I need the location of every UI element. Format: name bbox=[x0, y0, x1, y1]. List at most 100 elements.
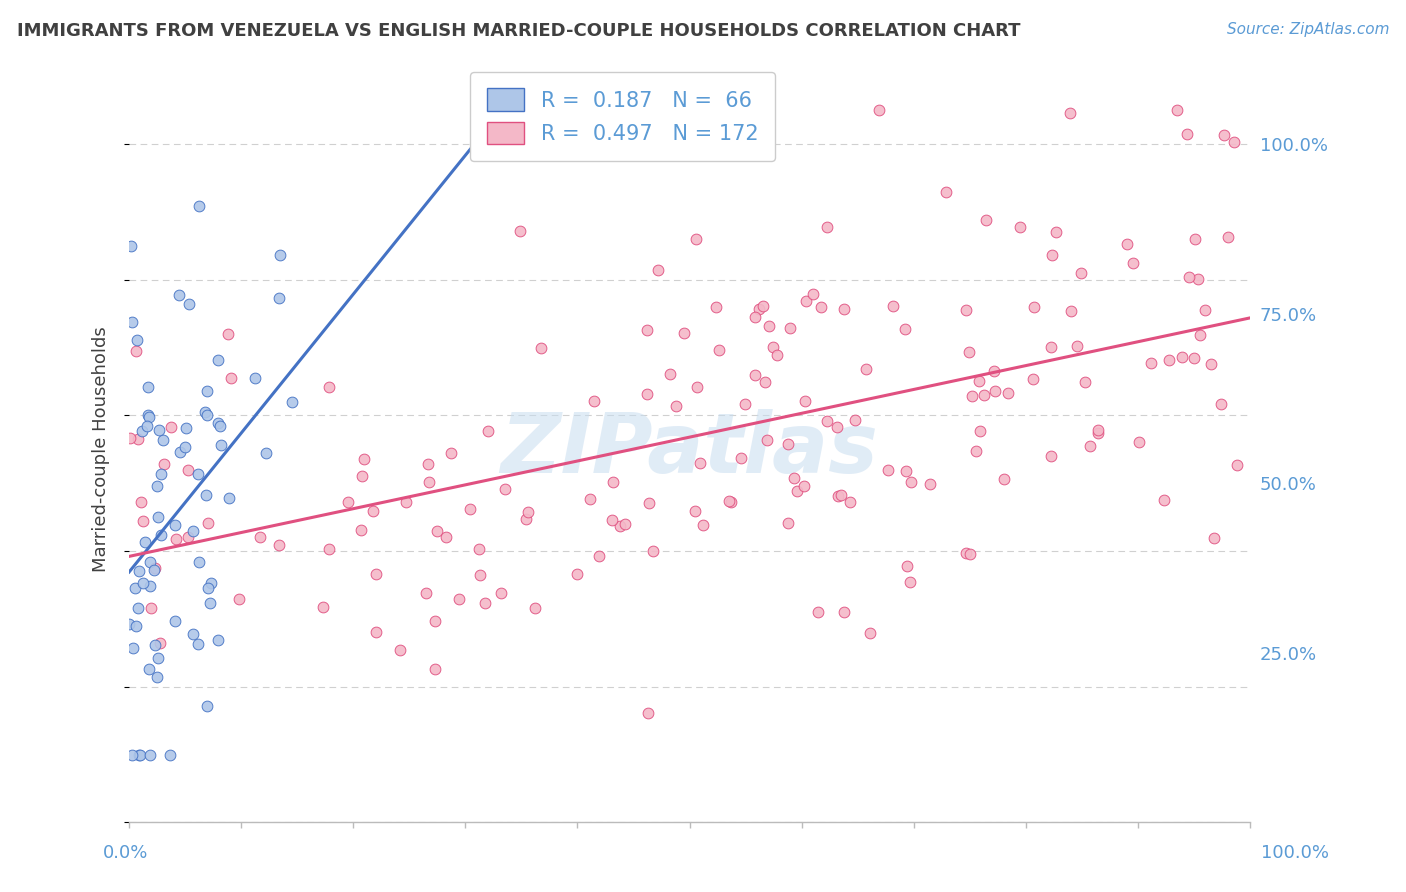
Point bbox=[198, 596, 221, 610]
Point bbox=[582, 394, 605, 409]
Point bbox=[692, 517, 714, 532]
Point bbox=[269, 291, 291, 305]
Point bbox=[1116, 236, 1139, 251]
Legend: R =  0.187   N =  66, R =  0.497   N = 172: R = 0.187 N = 66, R = 0.497 N = 172 bbox=[470, 71, 775, 161]
Point bbox=[1177, 270, 1199, 285]
Point bbox=[254, 446, 277, 460]
Point bbox=[1045, 225, 1067, 239]
Point bbox=[318, 380, 340, 394]
Point bbox=[121, 315, 143, 329]
Point bbox=[228, 591, 250, 606]
Point bbox=[221, 370, 243, 384]
Point bbox=[776, 516, 799, 530]
Point bbox=[1040, 449, 1063, 463]
Point bbox=[353, 451, 375, 466]
Point bbox=[207, 416, 229, 430]
Point bbox=[638, 496, 661, 510]
Point bbox=[477, 424, 499, 438]
Point bbox=[673, 326, 696, 341]
Point bbox=[752, 299, 775, 313]
Point bbox=[127, 601, 149, 615]
Point bbox=[143, 563, 166, 577]
Point bbox=[131, 576, 153, 591]
Point bbox=[955, 546, 977, 560]
Point bbox=[318, 542, 340, 557]
Point bbox=[896, 559, 918, 574]
Point bbox=[163, 614, 186, 628]
Point bbox=[717, 494, 740, 508]
Point bbox=[1087, 423, 1109, 437]
Point bbox=[136, 379, 159, 393]
Point bbox=[515, 512, 537, 526]
Point bbox=[209, 437, 232, 451]
Point bbox=[181, 524, 204, 538]
Point bbox=[194, 488, 217, 502]
Point bbox=[160, 420, 183, 434]
Point bbox=[1213, 128, 1236, 142]
Point bbox=[993, 472, 1015, 486]
Point bbox=[218, 491, 240, 505]
Point bbox=[794, 294, 817, 309]
Point bbox=[188, 199, 211, 213]
Point bbox=[859, 625, 882, 640]
Point bbox=[900, 475, 922, 490]
Point bbox=[361, 504, 384, 518]
Point bbox=[125, 334, 148, 348]
Point bbox=[704, 301, 727, 315]
Point bbox=[426, 524, 449, 539]
Point bbox=[197, 516, 219, 531]
Point bbox=[336, 495, 359, 509]
Point bbox=[269, 248, 291, 262]
Point bbox=[1153, 492, 1175, 507]
Point bbox=[1040, 340, 1063, 354]
Point bbox=[243, 371, 266, 385]
Point bbox=[1170, 350, 1192, 364]
Point bbox=[207, 352, 229, 367]
Point bbox=[200, 576, 222, 591]
Point bbox=[815, 219, 838, 234]
Point bbox=[1218, 229, 1240, 244]
Point bbox=[389, 643, 412, 657]
Point bbox=[1223, 135, 1246, 149]
Point bbox=[131, 514, 153, 528]
Point bbox=[167, 288, 190, 302]
Point bbox=[1199, 357, 1222, 371]
Point bbox=[1122, 256, 1144, 270]
Point bbox=[609, 519, 631, 533]
Point bbox=[177, 462, 200, 476]
Point bbox=[1182, 351, 1205, 365]
Point bbox=[489, 586, 512, 600]
Point bbox=[600, 513, 623, 527]
Point bbox=[748, 301, 770, 316]
Point bbox=[827, 489, 849, 503]
Point bbox=[1187, 272, 1209, 286]
Point bbox=[1087, 425, 1109, 440]
Point bbox=[960, 389, 983, 403]
Point bbox=[1202, 532, 1225, 546]
Point bbox=[136, 408, 159, 422]
Point bbox=[209, 418, 232, 433]
Point bbox=[1184, 232, 1206, 246]
Point bbox=[169, 444, 191, 458]
Point bbox=[179, 297, 201, 311]
Point bbox=[755, 433, 778, 447]
Point bbox=[143, 638, 166, 652]
Point bbox=[207, 633, 229, 648]
Point bbox=[754, 375, 776, 389]
Point bbox=[855, 361, 877, 376]
Point bbox=[474, 596, 496, 610]
Text: IMMIGRANTS FROM VENEZUELA VS ENGLISH MARRIED-COUPLE HOUSEHOLDS CORRELATION CHART: IMMIGRANTS FROM VENEZUELA VS ENGLISH MAR… bbox=[17, 22, 1021, 40]
Text: ZIPatlas: ZIPatlas bbox=[501, 409, 879, 490]
Point bbox=[120, 238, 142, 252]
Point bbox=[159, 747, 181, 762]
Point bbox=[825, 420, 848, 434]
Point bbox=[447, 591, 470, 606]
Point bbox=[187, 467, 209, 482]
Point bbox=[935, 185, 957, 199]
Point bbox=[128, 565, 150, 579]
Point bbox=[138, 409, 160, 424]
Point bbox=[146, 510, 169, 524]
Point bbox=[128, 747, 150, 762]
Point bbox=[364, 624, 387, 639]
Point bbox=[494, 482, 516, 496]
